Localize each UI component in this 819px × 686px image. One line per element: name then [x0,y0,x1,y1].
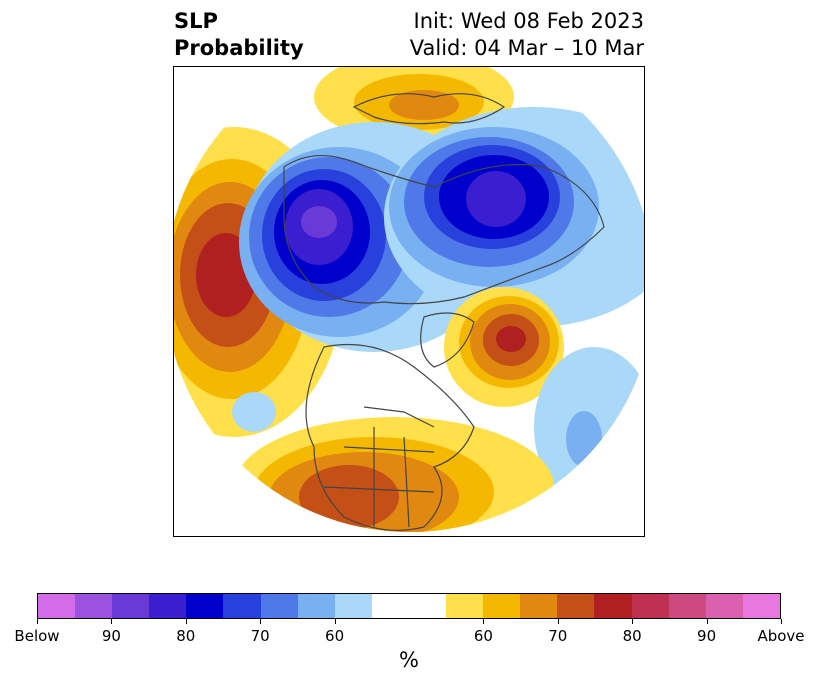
colorbar-tick-mark [483,619,485,624]
colorbar-tick-mark [111,619,113,624]
colorbar-swatch [483,594,521,618]
probability-map [173,66,645,537]
colorbar-swatch [631,594,669,618]
coastlines [283,93,605,531]
colorbar-swatch [260,594,298,618]
colorbar-swatch [334,594,372,618]
map-canvas [174,67,644,532]
arctic-above-anomaly [314,67,514,142]
colorbar-tick-mark [334,619,336,624]
colorbar-tick-mark [781,619,782,624]
colorbar-swatch [742,594,780,618]
colorbar-swatch [371,594,409,618]
colorbar-tick-label: 80 [622,627,642,645]
product-label: Probability [174,36,304,60]
colorbar-tick-mark [557,619,559,624]
colorbar-swatch [446,594,484,618]
colorbar-swatch [186,594,224,618]
colorbar-tick-mark [185,619,187,624]
colorbar-tick-label: 70 [250,627,270,645]
colorbar-tick-label: Below [14,627,60,645]
colorbar-tick-label: 60 [325,627,345,645]
colorbar-swatch [557,594,595,618]
colorbar-tick-mark [632,619,634,624]
colorbar-tick-mark [706,619,708,624]
chart-title: SLP Probability [174,8,304,62]
colorbar-swatch [520,594,558,618]
colorbar-swatch [75,594,113,618]
init-date: Init: Wed 08 Feb 2023 [413,9,644,33]
colorbar-swatch [705,594,743,618]
colorbar-swatch [408,594,447,618]
date-info: Init: Wed 08 Feb 2023 Valid: 04 Mar – 10… [410,8,644,62]
colorbar-tick-label: 70 [548,627,568,645]
colorbar-tick-label: 80 [176,627,196,645]
colorbar-unit: % [399,648,419,672]
colorbar-tick-label: 60 [473,627,493,645]
colorbar [37,593,781,619]
colorbar-tick-label: Above [757,627,805,645]
variable-label: SLP [174,9,218,33]
colorbar-tick-mark [260,619,262,624]
east-pacific-below-anomaly [232,392,276,432]
siberia-below-anomaly [384,107,644,327]
colorbar-swatch [223,594,261,618]
colorbar-swatch [38,594,76,618]
colorbar-swatch [594,594,632,618]
colorbar-swatch [297,594,335,618]
colorbar-tick-mark [37,619,38,624]
valid-date: Valid: 04 Mar – 10 Mar [409,36,644,60]
colorbar-swatch [112,594,150,618]
colorbar-swatch [668,594,706,618]
colorbar-tick-label: 90 [697,627,717,645]
colorbar-tick-label: 90 [101,627,121,645]
colorbar-swatch [149,594,187,618]
atlantic-above-anomaly [444,287,564,407]
